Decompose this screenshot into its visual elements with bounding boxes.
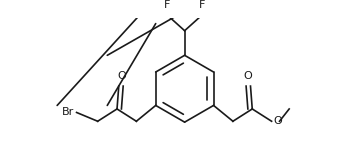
Text: Br: Br [62,107,74,117]
Text: F: F [164,0,170,10]
Text: O: O [273,116,282,126]
Text: F: F [199,0,205,10]
Text: O: O [117,71,126,81]
Text: O: O [244,71,252,81]
